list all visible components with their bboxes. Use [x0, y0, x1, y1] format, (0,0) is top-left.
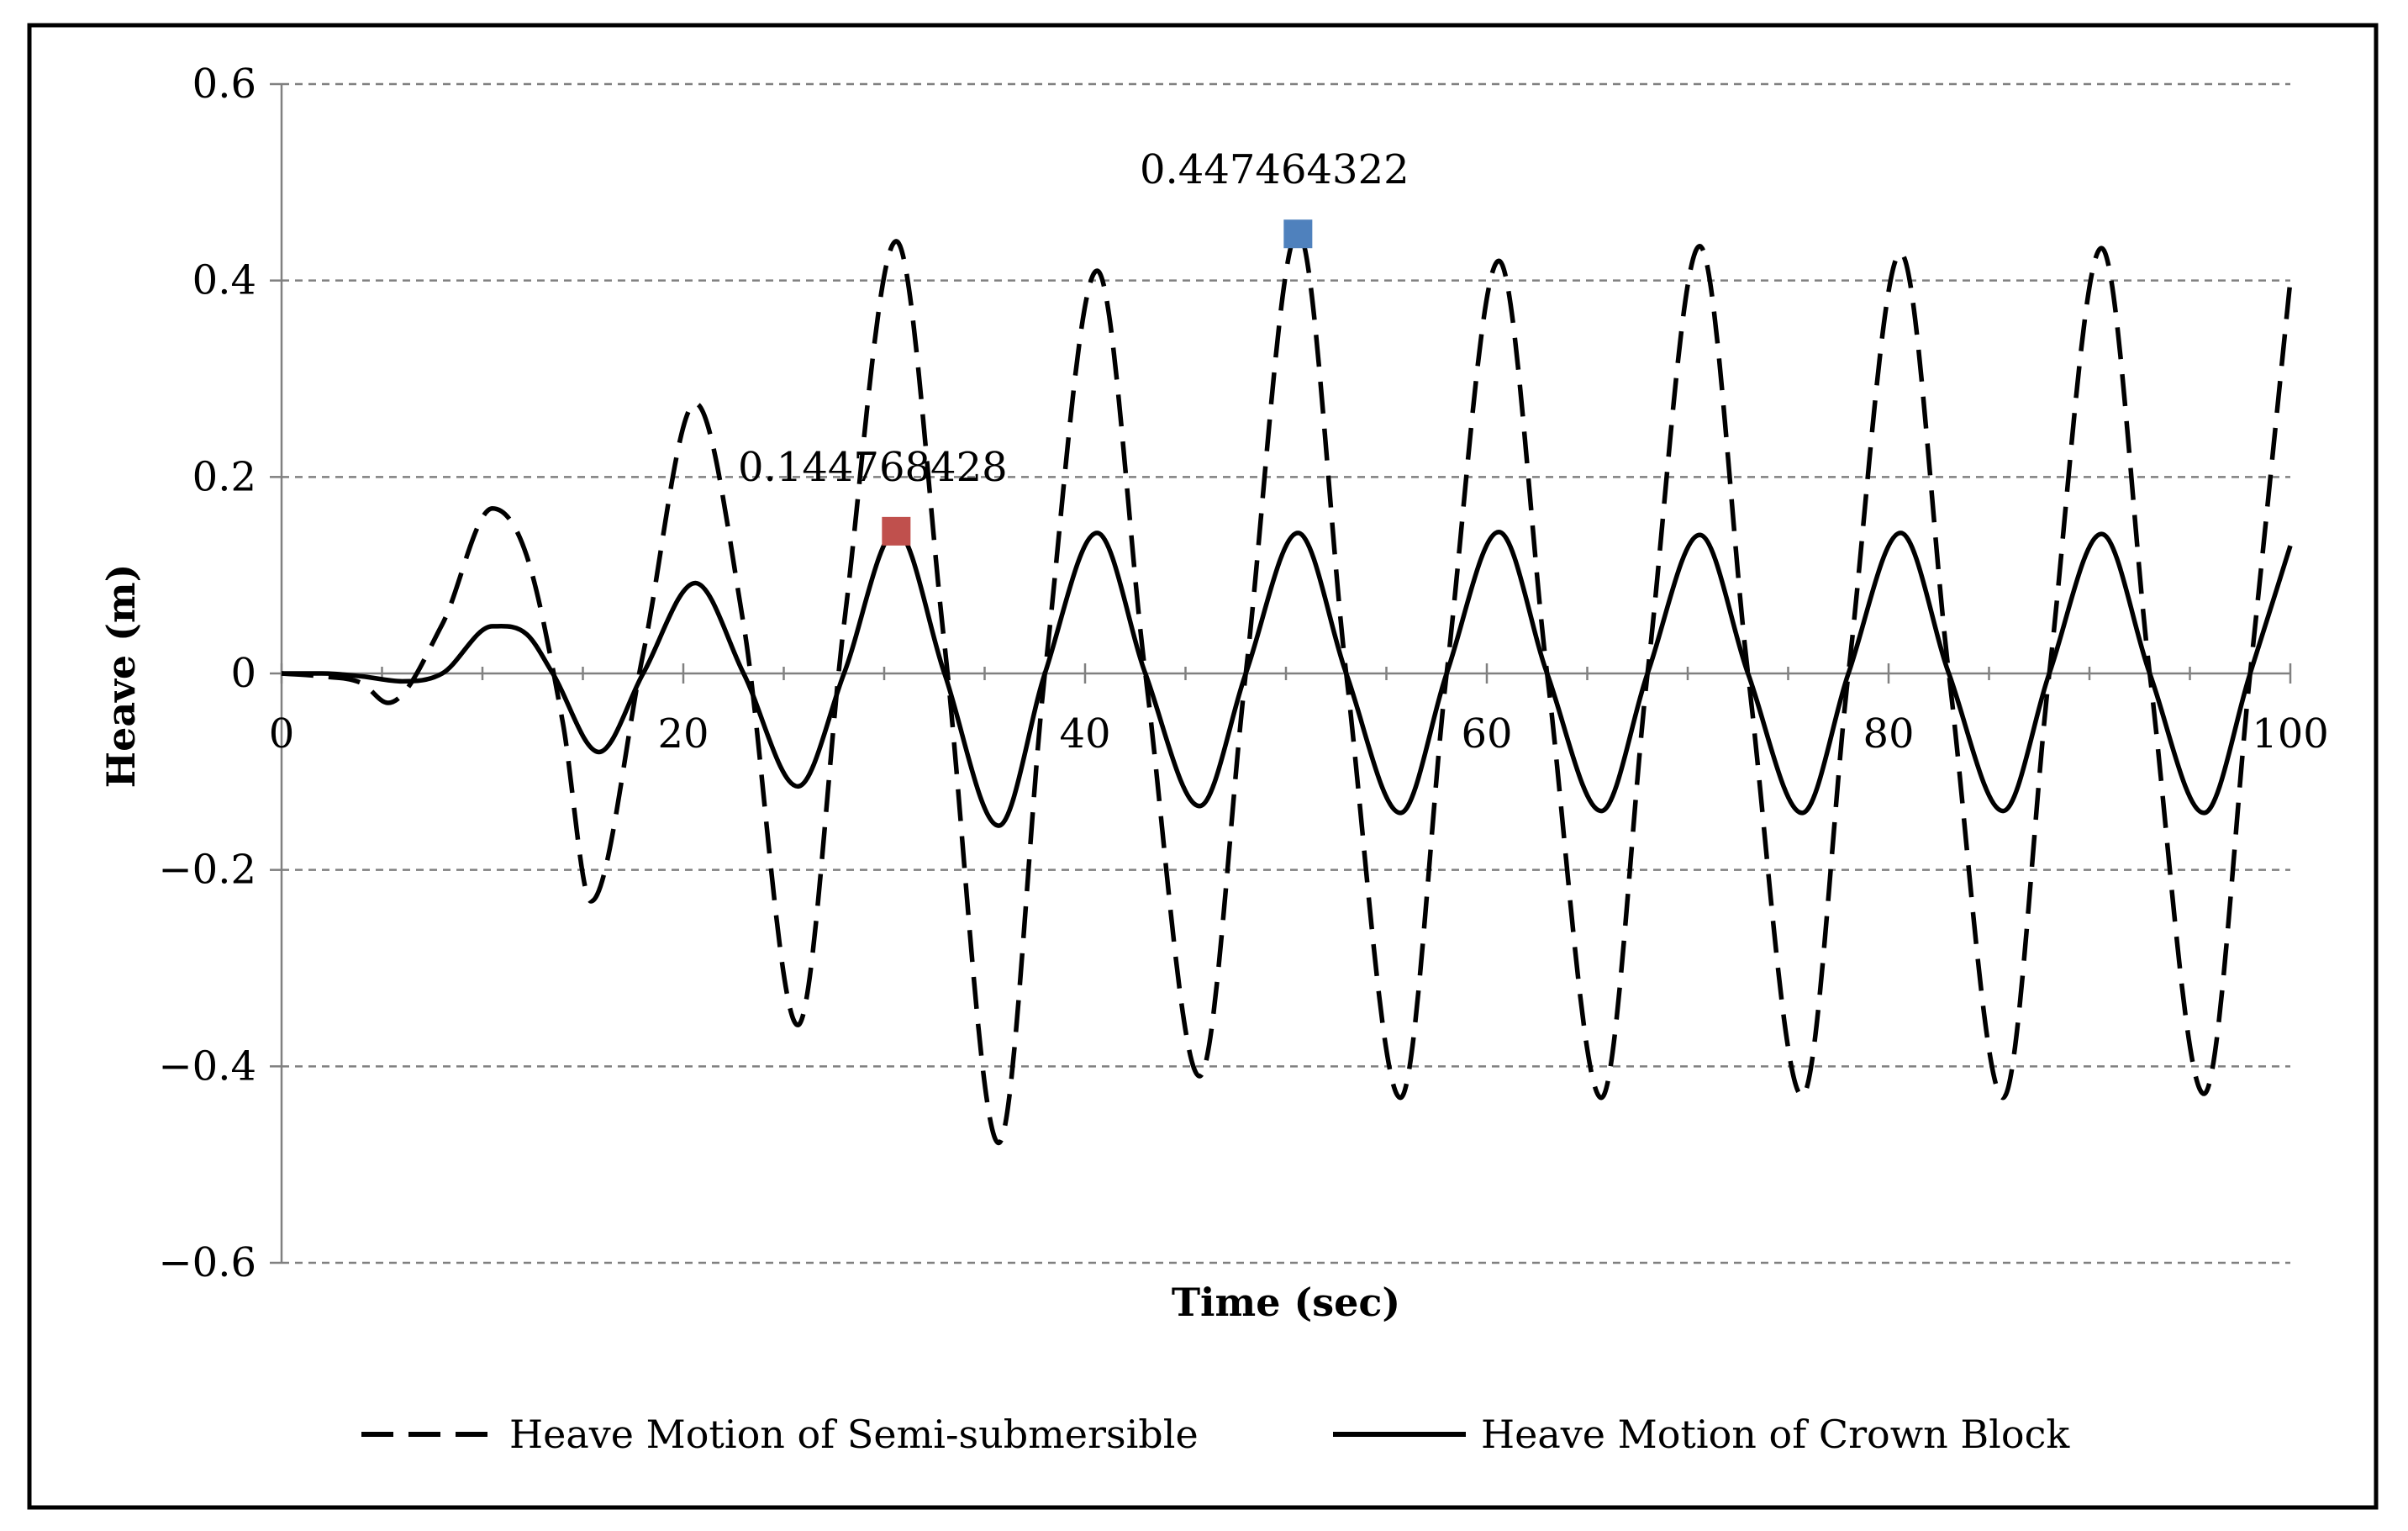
x-tick-label: 80 — [1863, 710, 1914, 758]
legend-label-semi-submersible: Heave Motion of Semi-submersible — [509, 1412, 1199, 1457]
marker-point — [1283, 219, 1313, 249]
gridlines — [282, 82, 2290, 1264]
y-tick-label: 0 — [230, 650, 256, 697]
y-tick-label: 0.4 — [192, 257, 256, 304]
tick-labels: 0.6 0.4 0.2 0 −0.2 −0.4 −0.6 0 20 40 60 80 100 — [158, 61, 2328, 1286]
y-tick-label: 0.2 — [192, 453, 256, 500]
x-tick-label: 100 — [2252, 710, 2329, 758]
marker-value-label: 0.447464322 — [1140, 146, 1409, 193]
series-layer — [281, 229, 2293, 1146]
x-axis-title: Time (sec) — [1172, 1280, 1400, 1325]
chart-frame — [27, 23, 2379, 1510]
y-axis-title: Heave (m) — [98, 564, 144, 789]
legend: Heave Motion of Semi-submersible Heave M… — [361, 1412, 2070, 1457]
series-line-semi-submersible — [281, 229, 2293, 1146]
y-tick-label: 0.6 — [192, 61, 256, 108]
marker-layer: 0.144768428 0.447464322 — [738, 146, 1409, 546]
x-tick-label: 40 — [1059, 710, 1110, 758]
y-tick-label: −0.6 — [158, 1239, 256, 1286]
series-line-crown-block — [281, 528, 2293, 828]
legend-label-crown-block: Heave Motion of Crown Block — [1481, 1412, 2070, 1457]
marker-point — [882, 516, 911, 546]
x-tick-label: 0 — [269, 710, 295, 758]
y-tick-label: −0.2 — [158, 847, 256, 894]
y-tick-label: −0.4 — [158, 1043, 256, 1090]
marker-value-label: 0.144768428 — [738, 444, 1008, 491]
x-tick-label: 60 — [1461, 710, 1512, 758]
x-tick-label: 20 — [657, 710, 709, 758]
